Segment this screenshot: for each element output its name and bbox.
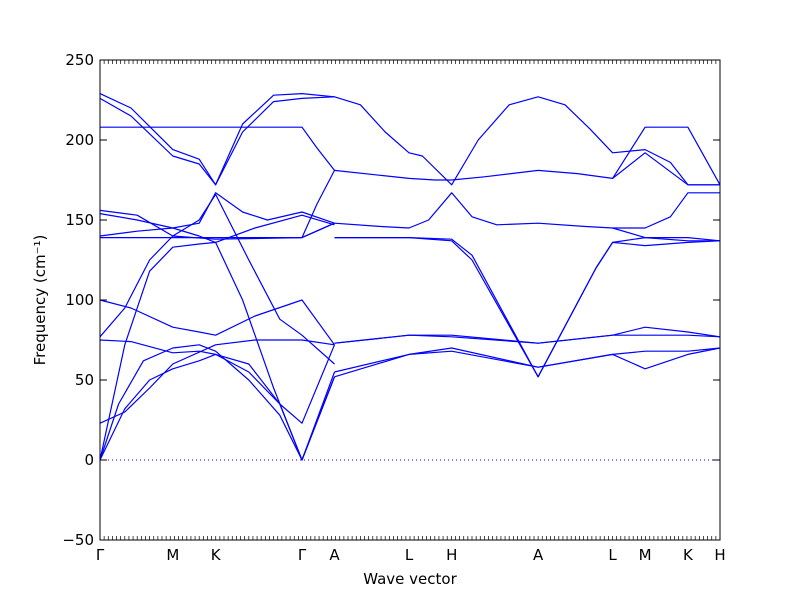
x-tick-label: L	[608, 546, 617, 564]
x-tick-label: Γ	[298, 546, 307, 564]
y-tick-label: 200	[65, 131, 94, 149]
band-line-5	[99, 339, 336, 424]
band-line-11	[99, 209, 335, 240]
band-line-7	[99, 299, 335, 346]
y-axis-ticks: −50 0 50 100 150 200 250	[62, 51, 720, 549]
x-tick-label: L	[405, 546, 414, 564]
y-tick-label: 250	[65, 51, 94, 69]
x-tick-label: K	[211, 546, 222, 564]
plot-frame	[99, 59, 721, 541]
y-tick-label: 100	[65, 291, 94, 309]
series-layer	[99, 92, 721, 461]
plot-background	[100, 60, 720, 540]
y-tick-label: 150	[65, 211, 94, 229]
band-line-18	[612, 126, 721, 186]
y-tick-label: 0	[84, 451, 94, 469]
band-line-14	[99, 92, 335, 186]
x-tick-label: H	[446, 546, 457, 564]
y-tick-label: 50	[75, 371, 94, 389]
x-tick-label: A	[329, 546, 340, 564]
x-tick-label: M	[166, 546, 179, 564]
band-line-16	[334, 96, 720, 186]
band-line-12	[100, 126, 335, 171]
band-line-9	[99, 192, 335, 237]
band-line-10	[99, 213, 335, 243]
x-tick-label: A	[533, 546, 544, 564]
band-line-26	[334, 347, 721, 373]
y-tick-label: −50	[62, 531, 94, 549]
band-line-4	[99, 339, 335, 424]
band-line-24	[334, 334, 721, 344]
x-tick-label: H	[714, 546, 725, 564]
x-tick-label: M	[639, 546, 652, 564]
band-line-19	[334, 192, 720, 229]
band-line-17	[334, 152, 720, 186]
x-minor-ticks	[99, 60, 721, 540]
band-line-3	[99, 353, 336, 461]
x-tick-label: Γ	[96, 546, 105, 564]
band-line-21	[334, 237, 721, 378]
band-line-15	[301, 170, 336, 238]
band-line-22	[612, 227, 720, 242]
x-tick-label: K	[683, 546, 694, 564]
x-axis-label: Wave vector	[363, 570, 457, 588]
y-axis-label: Frequency (cm⁻¹)	[31, 235, 49, 366]
